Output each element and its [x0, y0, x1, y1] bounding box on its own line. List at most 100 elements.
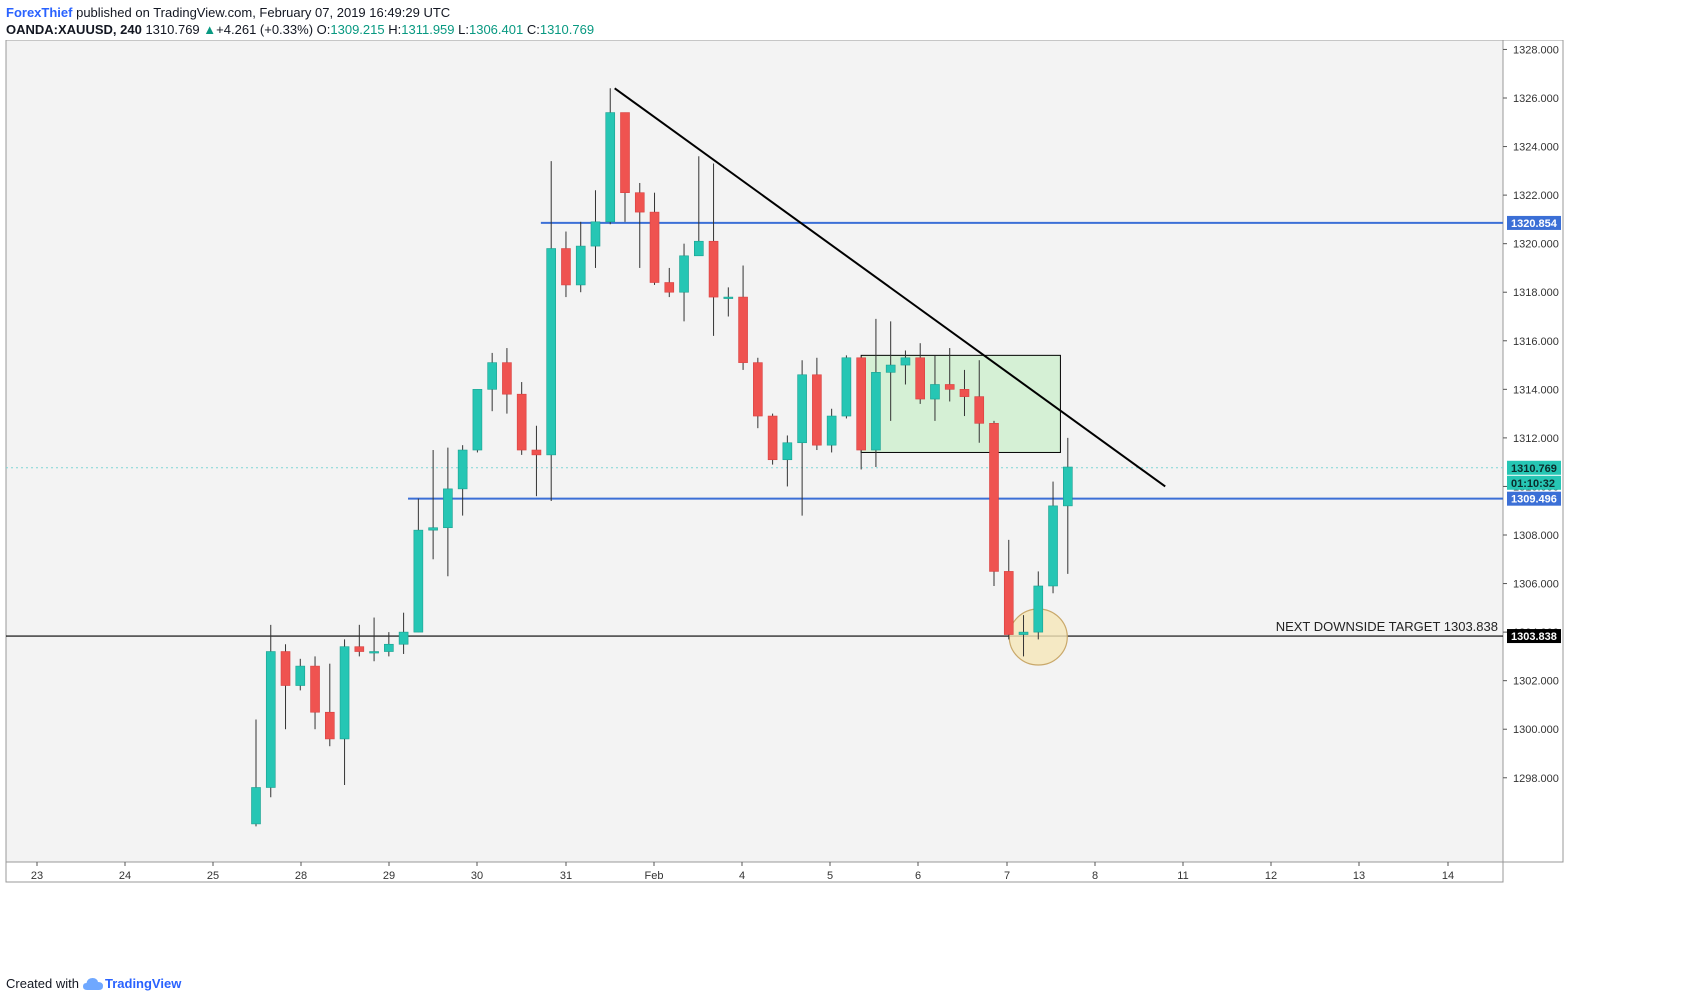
x-tick-label: 12	[1265, 870, 1277, 882]
current-price-label: 1310.769	[1511, 463, 1557, 475]
y-tick-label: 1324.000	[1513, 142, 1559, 154]
candle-body[interactable]	[605, 112, 616, 223]
candle-body[interactable]	[1003, 571, 1014, 635]
candle-body[interactable]	[280, 651, 291, 686]
y-tick-label: 1328.000	[1513, 44, 1559, 56]
candle-body[interactable]	[369, 651, 379, 654]
candle-body[interactable]	[502, 362, 512, 395]
countdown-label: 01:10:32	[1511, 478, 1555, 490]
x-tick-label: 13	[1353, 870, 1365, 882]
candle-body[interactable]	[944, 384, 955, 390]
tradingview-logo[interactable]: TradingView	[82, 976, 182, 991]
candle-body[interactable]	[900, 357, 911, 366]
candle-body[interactable]	[265, 651, 276, 788]
y-tick-label: 1306.000	[1513, 579, 1559, 591]
candle-body[interactable]	[915, 357, 926, 400]
candle-body[interactable]	[575, 245, 586, 286]
y-tick-label: 1308.000	[1513, 530, 1559, 542]
candle-body[interactable]	[561, 248, 571, 286]
plot-area[interactable]	[5, 40, 1504, 863]
candle-body[interactable]	[443, 488, 453, 529]
candle-body[interactable]	[1018, 631, 1029, 635]
candle-body[interactable]	[767, 415, 778, 461]
y-tick-label: 1314.000	[1513, 384, 1559, 396]
candle-body[interactable]	[428, 527, 438, 531]
candle-body[interactable]	[679, 255, 689, 293]
x-tick-label: 29	[383, 870, 395, 882]
candle-body[interactable]	[354, 646, 365, 652]
last-price: 1310.769	[145, 22, 200, 37]
candle-body[interactable]	[531, 449, 542, 456]
level-price-label-bg	[1507, 491, 1561, 506]
y-tick-label: 1322.000	[1513, 190, 1559, 202]
candle-body[interactable]	[782, 442, 793, 461]
low-value: 1306.401	[468, 22, 524, 37]
candle-body[interactable]	[516, 393, 527, 451]
candle-body[interactable]	[974, 396, 985, 424]
price-axis[interactable]	[1502, 40, 1564, 863]
candle-body[interactable]	[930, 384, 940, 400]
y-tick-label: 1320.000	[1513, 239, 1559, 251]
candle-body[interactable]	[797, 374, 807, 444]
open-value: 1309.215	[330, 22, 385, 37]
x-tick-label: 25	[207, 870, 219, 882]
x-tick-label: 28	[295, 870, 307, 882]
time-axis[interactable]	[5, 861, 1504, 883]
x-tick-label: 4	[739, 870, 745, 882]
candle-body[interactable]	[812, 374, 822, 446]
candle-body[interactable]	[590, 221, 601, 247]
candle-body[interactable]	[753, 362, 763, 417]
candle-body[interactable]	[826, 415, 837, 446]
candle-body[interactable]	[487, 362, 497, 390]
candle-body[interactable]	[324, 711, 335, 740]
candle-body[interactable]	[398, 631, 409, 645]
candle-body[interactable]	[1063, 466, 1073, 507]
candle-body[interactable]	[664, 282, 675, 293]
candle-body[interactable]	[472, 389, 483, 451]
symbol-info: OANDA:XAUUSD, 240 1310.769 ▲+4.261 (+0.3…	[6, 22, 594, 37]
candle-body[interactable]	[457, 449, 468, 490]
x-tick-label: 11	[1177, 870, 1188, 882]
candle-body[interactable]	[413, 529, 424, 633]
y-tick-label: 1318.000	[1513, 287, 1559, 299]
author-link[interactable]: ForexThief	[6, 5, 73, 20]
x-tick-label: Feb	[645, 870, 664, 882]
y-tick-label: 1302.000	[1513, 676, 1559, 688]
candle-body[interactable]	[546, 248, 557, 456]
level-price-label: 1309.496	[1511, 494, 1557, 506]
candle-body[interactable]	[295, 665, 306, 686]
candle-body[interactable]	[620, 112, 630, 193]
downside-target-annotation: NEXT DOWNSIDE TARGET 1303.838	[1276, 619, 1498, 634]
level-price-label-bg	[1507, 215, 1561, 230]
candle-body[interactable]	[885, 364, 896, 373]
candle-body[interactable]	[989, 423, 999, 572]
candle-body[interactable]	[871, 372, 881, 451]
tradingview-brand: TradingView	[104, 976, 182, 991]
candle-body[interactable]	[251, 787, 261, 825]
trendline[interactable]	[614, 87, 1166, 488]
x-tick-label: 6	[915, 870, 921, 882]
candle-body[interactable]	[339, 646, 350, 740]
x-tick-label: 24	[119, 870, 131, 882]
high-label: H:	[388, 22, 402, 37]
candle-body[interactable]	[856, 357, 866, 451]
candle-body[interactable]	[1033, 585, 1044, 633]
close-value: 1310.769	[539, 22, 595, 37]
candle-body[interactable]	[708, 240, 719, 298]
candle-body[interactable]	[723, 296, 734, 299]
level-price-label: 1320.854	[1511, 218, 1558, 230]
price-chart[interactable]: 1298.0001300.0001302.0001304.0001306.000…	[0, 40, 1708, 970]
candle-body[interactable]	[1048, 505, 1058, 587]
x-tick-label: 8	[1092, 870, 1098, 882]
candle-body[interactable]	[841, 357, 852, 417]
candle-body[interactable]	[959, 389, 970, 397]
candle-body[interactable]	[649, 211, 660, 283]
candle-body[interactable]	[310, 665, 320, 713]
candle-body[interactable]	[693, 240, 704, 257]
x-tick-label: 5	[827, 870, 833, 882]
candle-body[interactable]	[634, 192, 645, 213]
y-tick-label: 1312.000	[1513, 433, 1559, 445]
candle-body[interactable]	[738, 296, 748, 363]
close-label: C:	[526, 22, 540, 37]
candle-body[interactable]	[384, 643, 394, 652]
